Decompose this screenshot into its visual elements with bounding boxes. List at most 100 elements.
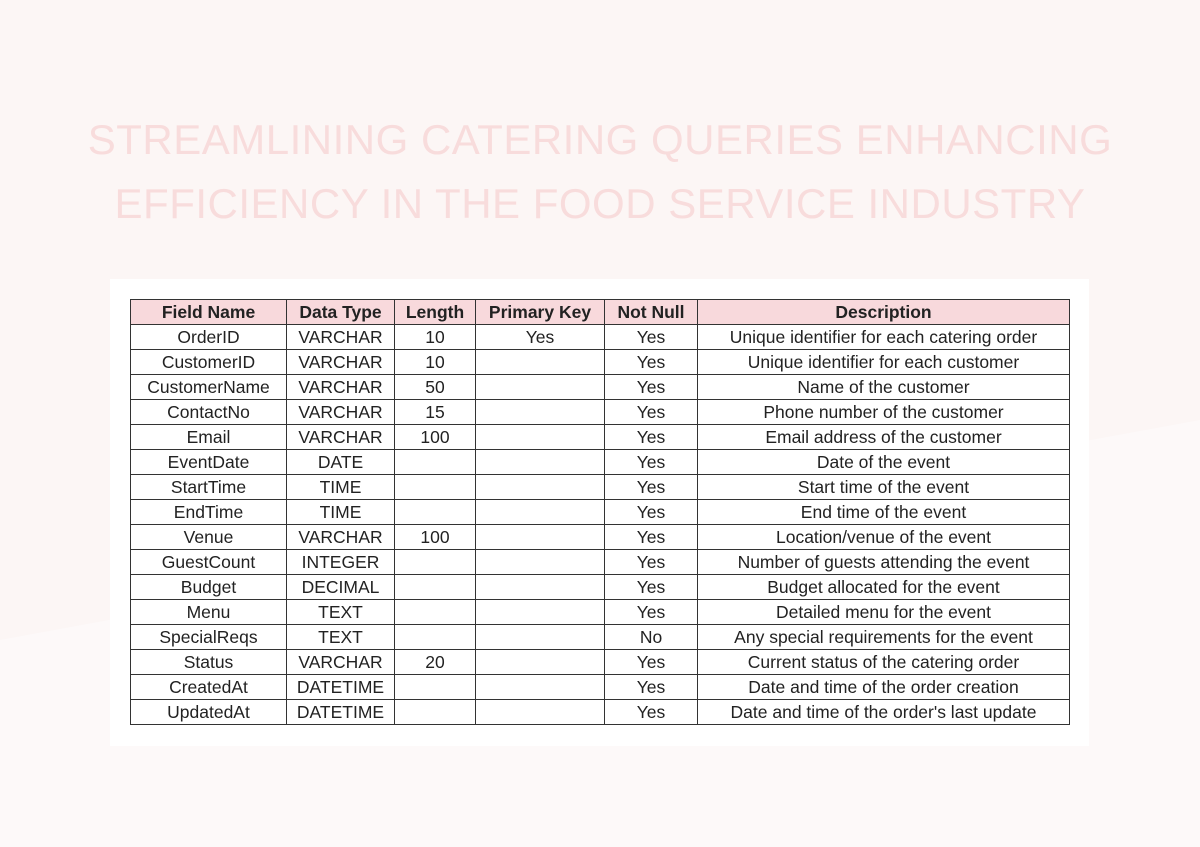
cell-field-name: EndTime <box>130 499 287 525</box>
cell-data-type: VARCHAR <box>286 374 395 400</box>
header-primary-key: Primary Key <box>475 299 605 325</box>
cell-not-null: Yes <box>604 674 698 700</box>
cell-length <box>394 474 476 500</box>
cell-not-null: Yes <box>604 574 698 600</box>
cell-field-name: SpecialReqs <box>130 624 287 650</box>
cell-length <box>394 624 476 650</box>
cell-not-null: Yes <box>604 474 698 500</box>
cell-data-type: DATETIME <box>286 674 395 700</box>
cell-not-null: Yes <box>604 374 698 400</box>
title-line-1: STREAMLINING CATERING QUERIES ENHANCING <box>87 116 1113 163</box>
schema-table: Field Name Data Type Length Primary Key Not … <box>130 299 1070 725</box>
cell-primary-key <box>475 374 605 400</box>
cell-primary-key <box>475 574 605 600</box>
header-data-type: Data Type <box>286 299 395 325</box>
cell-length <box>394 499 476 525</box>
cell-field-name: CreatedAt <box>130 674 287 700</box>
cell-not-null: Yes <box>604 524 698 550</box>
cell-length: 10 <box>394 324 476 350</box>
table-row: Budget DECIMAL Yes Budget allocated for the… <box>130 574 1070 600</box>
cell-not-null: Yes <box>604 499 698 525</box>
cell-length <box>394 449 476 475</box>
table-row: CreatedAt DATETIME Yes Date and time of the… <box>130 674 1070 700</box>
table-row: EndTime TIME Yes End time of the event <box>130 499 1070 525</box>
header-description: Description <box>697 299 1070 325</box>
cell-description: Any special requirements for the event <box>697 624 1070 650</box>
cell-data-type: TIME <box>286 474 395 500</box>
table-row: ContactNo VARCHAR 15 Yes Phone number of the… <box>130 399 1070 425</box>
cell-not-null: Yes <box>604 324 698 350</box>
cell-field-name: Email <box>130 424 287 450</box>
cell-length: 10 <box>394 349 476 375</box>
cell-data-type: INTEGER <box>286 549 395 575</box>
header-field-name: Field Name <box>130 299 287 325</box>
cell-description: Phone number of the customer <box>697 399 1070 425</box>
cell-not-null: Yes <box>604 649 698 675</box>
table-row: CustomerName VARCHAR 50 Yes Name of the cust… <box>130 374 1070 400</box>
cell-field-name: Budget <box>130 574 287 600</box>
cell-field-name: CustomerName <box>130 374 287 400</box>
cell-field-name: Status <box>130 649 287 675</box>
cell-description: Date and time of the order's last update <box>697 699 1070 725</box>
cell-not-null: Yes <box>604 599 698 625</box>
cell-field-name: ContactNo <box>130 399 287 425</box>
table-row: CustomerID VARCHAR 10 Yes Unique identifier … <box>130 349 1070 375</box>
table-row: Email VARCHAR 100 Yes Email address of the c… <box>130 424 1070 450</box>
cell-primary-key <box>475 674 605 700</box>
table-row: Venue VARCHAR 100 Yes Location/venue of the … <box>130 524 1070 550</box>
table-row: SpecialReqs TEXT No Any special requirement… <box>130 624 1070 650</box>
cell-primary-key <box>475 499 605 525</box>
cell-data-type: VARCHAR <box>286 649 395 675</box>
cell-length <box>394 599 476 625</box>
cell-description: Date of the event <box>697 449 1070 475</box>
cell-description: Current status of the catering order <box>697 649 1070 675</box>
cell-length: 100 <box>394 424 476 450</box>
cell-length <box>394 574 476 600</box>
cell-data-type: DATE <box>286 449 395 475</box>
table-row: OrderID VARCHAR 10 Yes Yes Unique identifier … <box>130 324 1070 350</box>
cell-field-name: StartTime <box>130 474 287 500</box>
cell-field-name: Menu <box>130 599 287 625</box>
header-not-null: Not Null <box>604 299 698 325</box>
cell-description: Location/venue of the event <box>697 524 1070 550</box>
page-title: STREAMLINING CATERING QUERIES ENHANCING … <box>0 108 1200 236</box>
cell-primary-key <box>475 424 605 450</box>
table-row: StartTime TIME Yes Start time of the event <box>130 474 1070 500</box>
table-row: UpdatedAt DATETIME Yes Date and time of the… <box>130 699 1070 725</box>
table-card: Field Name Data Type Length Primary Key Not … <box>110 279 1089 746</box>
cell-length <box>394 549 476 575</box>
cell-data-type: VARCHAR <box>286 424 395 450</box>
cell-data-type: TEXT <box>286 624 395 650</box>
table-row: EventDate DATE Yes Date of the event <box>130 449 1070 475</box>
cell-primary-key <box>475 624 605 650</box>
cell-primary-key <box>475 649 605 675</box>
cell-primary-key <box>475 599 605 625</box>
cell-not-null: No <box>604 624 698 650</box>
cell-description: Date and time of the order creation <box>697 674 1070 700</box>
cell-primary-key <box>475 349 605 375</box>
cell-data-type: DECIMAL <box>286 574 395 600</box>
cell-description: Start time of the event <box>697 474 1070 500</box>
cell-description: Budget allocated for the event <box>697 574 1070 600</box>
cell-description: Number of guests attending the event <box>697 549 1070 575</box>
table-row: Status VARCHAR 20 Yes Current status of the … <box>130 649 1070 675</box>
cell-description: Unique identifier for each catering orde… <box>697 324 1070 350</box>
cell-field-name: GuestCount <box>130 549 287 575</box>
cell-length: 100 <box>394 524 476 550</box>
table-row: GuestCount INTEGER Yes Number of guests att… <box>130 549 1070 575</box>
header-length: Length <box>394 299 476 325</box>
cell-length: 50 <box>394 374 476 400</box>
cell-data-type: VARCHAR <box>286 399 395 425</box>
cell-field-name: CustomerID <box>130 349 287 375</box>
cell-field-name: OrderID <box>130 324 287 350</box>
cell-description: Unique identifier for each customer <box>697 349 1070 375</box>
cell-field-name: EventDate <box>130 449 287 475</box>
cell-data-type: TIME <box>286 499 395 525</box>
cell-description: Detailed menu for the event <box>697 599 1070 625</box>
table-row: Menu TEXT Yes Detailed menu for the event <box>130 599 1070 625</box>
cell-primary-key <box>475 474 605 500</box>
cell-data-type: VARCHAR <box>286 349 395 375</box>
cell-primary-key <box>475 399 605 425</box>
cell-description: Email address of the customer <box>697 424 1070 450</box>
cell-primary-key: Yes <box>475 324 605 350</box>
